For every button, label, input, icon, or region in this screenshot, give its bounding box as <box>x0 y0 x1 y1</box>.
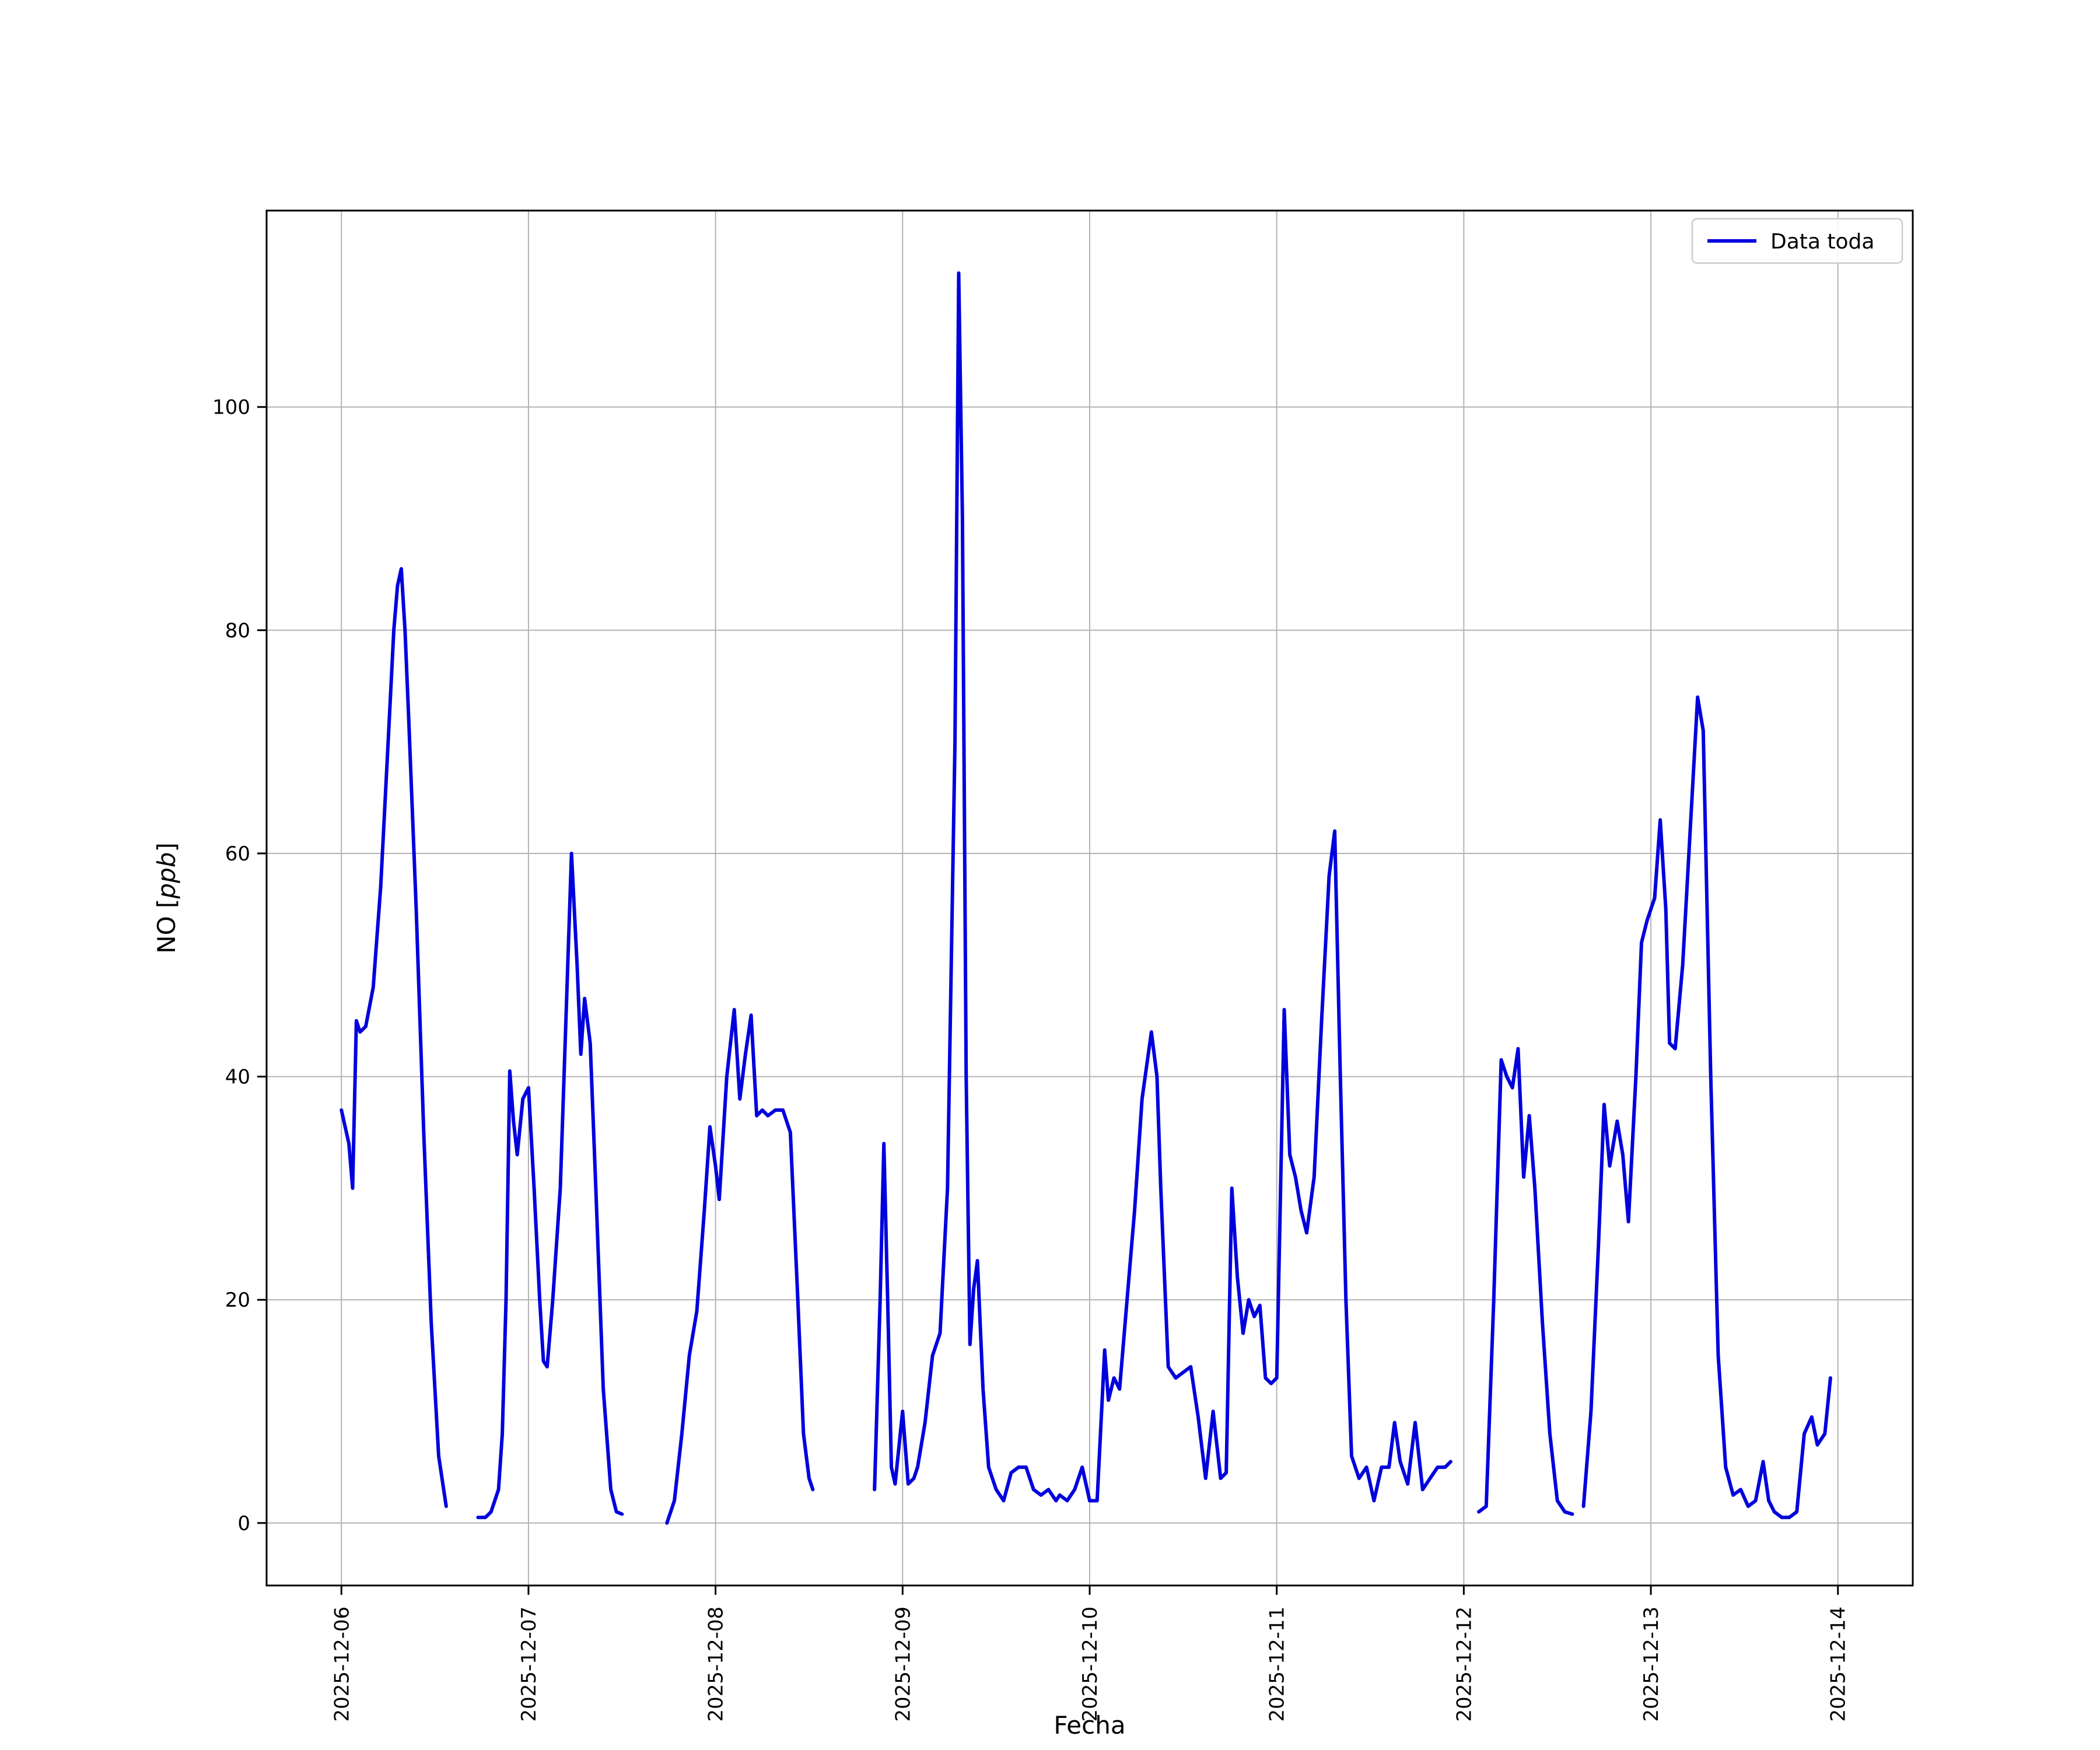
y-tick-label: 100 <box>212 396 250 419</box>
y-axis-title: NO [ppb] <box>152 842 181 954</box>
legend-label: Data toda <box>1770 230 1874 254</box>
grid <box>267 211 1913 1586</box>
y-tick-label: 80 <box>225 619 250 642</box>
y-tick-label: 60 <box>225 842 250 866</box>
x-tick-label: 2025-12-13 <box>1640 1606 1663 1722</box>
data-series <box>340 271 1832 1525</box>
x-tick-label: 2025-12-11 <box>1266 1606 1289 1722</box>
y-tick-label: 20 <box>225 1289 250 1312</box>
x-tick-label: 2025-12-06 <box>330 1606 354 1722</box>
y-tick-label: 40 <box>225 1066 250 1089</box>
x-axis-title: Fecha <box>1054 1711 1125 1740</box>
x-tick-label: 2025-12-08 <box>705 1606 728 1722</box>
axis-ticks: 2025-12-06 2025-12-07 2025-12-08 2025-12-09… <box>212 396 1850 1722</box>
x-tick-label: 2025-12-14 <box>1827 1606 1850 1722</box>
data-line-segment <box>1581 695 1832 1520</box>
data-line-segment <box>873 271 1452 1503</box>
data-line-segment <box>665 1007 815 1525</box>
x-tick-label: 2025-12-12 <box>1452 1606 1476 1722</box>
legend-box <box>1691 218 1903 264</box>
data-line-segment <box>1477 1046 1574 1516</box>
legend: Data toda <box>1691 218 1903 264</box>
data-line-segment <box>340 567 448 1508</box>
x-tick-label: 2025-12-10 <box>1079 1606 1102 1722</box>
y-tick-label: 0 <box>237 1512 250 1535</box>
data-line-segment <box>476 852 624 1520</box>
x-tick-label: 2025-12-09 <box>891 1606 915 1722</box>
x-tick-label: 2025-12-07 <box>517 1606 541 1722</box>
